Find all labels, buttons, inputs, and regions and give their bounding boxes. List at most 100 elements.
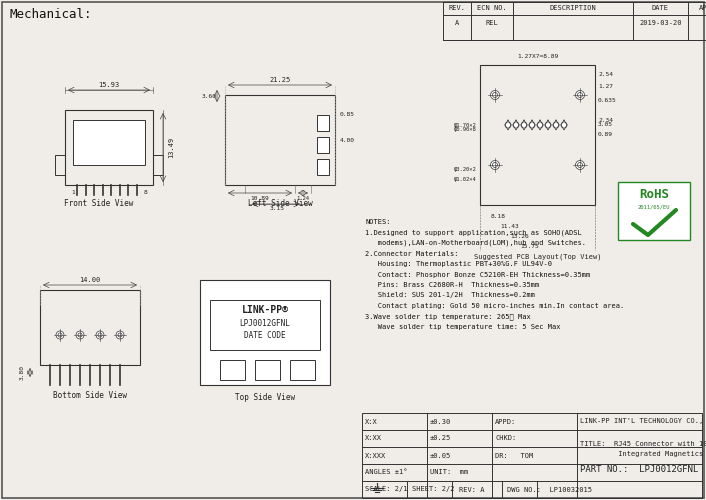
Bar [317, 137, 329, 153]
Text: LPJ0012GFNL: LPJ0012GFNL [239, 318, 290, 328]
Circle shape [493, 92, 498, 98]
Bar [317, 115, 329, 131]
Circle shape [491, 90, 500, 100]
Text: 11.43: 11.43 [501, 224, 520, 230]
Text: 15.93: 15.93 [98, 82, 119, 88]
Bar [317, 159, 329, 175]
Bar [443, 2, 706, 40]
Bar [153, 155, 163, 175]
Text: LINK-PP INT'L TECHNOLOGY CO., LIMITED: LINK-PP INT'L TECHNOLOGY CO., LIMITED [580, 418, 706, 424]
Text: ECN NO.: ECN NO. [477, 5, 507, 11]
Circle shape [118, 333, 122, 337]
Bar [65, 110, 153, 185]
Text: Bottom Side View: Bottom Side View [53, 390, 127, 400]
Text: Suggested PCB Layout(Top View): Suggested PCB Layout(Top View) [474, 254, 602, 260]
Text: 21.25: 21.25 [270, 77, 291, 83]
Text: X:XXX: X:XXX [365, 452, 386, 458]
Text: SHEET: 2/2: SHEET: 2/2 [412, 486, 455, 492]
Text: Mechanical:: Mechanical: [10, 8, 92, 22]
Text: 3.60: 3.60 [201, 94, 217, 98]
Circle shape [56, 331, 64, 339]
Text: 1.27X7=8.89: 1.27X7=8.89 [517, 54, 558, 60]
Bar [220, 360, 245, 380]
Text: RoHS: RoHS [639, 188, 669, 202]
Text: 3.05: 3.05 [598, 122, 613, 128]
Text: 13.49: 13.49 [168, 137, 174, 158]
Text: A: A [455, 20, 459, 26]
Bar [73, 120, 145, 165]
Text: TITLE:  RJ45 Connector with 10/100 Base-T: TITLE: RJ45 Connector with 10/100 Base-T [580, 440, 706, 446]
Text: ±0.30: ±0.30 [430, 418, 451, 424]
Text: modems),LAN-on-Motherboard(LOM),hub and Switches.: modems),LAN-on-Motherboard(LOM),hub and … [365, 240, 586, 246]
Text: 8: 8 [143, 190, 147, 194]
Bar [618, 182, 690, 240]
Text: 10.89: 10.89 [251, 196, 270, 200]
Text: Top Side View: Top Side View [235, 392, 295, 402]
Text: REV.: REV. [448, 5, 465, 11]
Text: X:XX: X:XX [365, 436, 382, 442]
Circle shape [491, 160, 500, 170]
Bar [73, 147, 85, 157]
Text: 2019-03-20: 2019-03-20 [639, 20, 682, 26]
Text: 1.Designed to support application,such as SOHO(ADSL: 1.Designed to support application,such a… [365, 229, 582, 236]
Text: SCALE: 2/1: SCALE: 2/1 [365, 486, 407, 492]
Text: 3.80: 3.80 [20, 366, 25, 380]
Text: φ1.70×2: φ1.70×2 [454, 122, 477, 128]
Text: φ3.20×2: φ3.20×2 [454, 168, 477, 172]
Text: APPD:: APPD: [495, 418, 516, 424]
Bar [200, 280, 330, 385]
Text: Contact: Phosphor Bonze C5210R-EH Thickness=0.35mm: Contact: Phosphor Bonze C5210R-EH Thickn… [365, 272, 590, 278]
Circle shape [537, 122, 543, 128]
Text: DWG NO.:  LP10032015: DWG NO.: LP10032015 [507, 486, 592, 492]
Circle shape [98, 333, 102, 337]
Circle shape [78, 333, 82, 337]
Text: DESCRIPTION: DESCRIPTION [550, 5, 597, 11]
Circle shape [521, 122, 527, 128]
Circle shape [58, 333, 62, 337]
Circle shape [545, 122, 551, 128]
Circle shape [575, 90, 585, 100]
Text: ANGLES ±1°: ANGLES ±1° [365, 470, 407, 476]
Bar [210, 300, 320, 350]
Text: Contact plating: Gold 50 micro-inches min.In contact area.: Contact plating: Gold 50 micro-inches mi… [365, 303, 624, 309]
Text: 3.Wave solder tip temperature: 265℃ Max: 3.Wave solder tip temperature: 265℃ Max [365, 313, 531, 320]
Text: 2.34: 2.34 [598, 118, 613, 122]
Text: 3.15: 3.15 [270, 206, 285, 212]
Bar [480, 65, 595, 205]
Text: ±0.25: ±0.25 [430, 436, 451, 442]
Circle shape [578, 162, 582, 168]
Text: 2.54: 2.54 [598, 72, 613, 78]
Text: φ0.90×8: φ0.90×8 [454, 128, 477, 132]
Bar [362, 413, 702, 498]
Text: LINK-PP®: LINK-PP® [241, 305, 289, 315]
Text: PART NO.:  LPJ0012GFNL: PART NO.: LPJ0012GFNL [580, 464, 698, 473]
Text: DATE: DATE [652, 5, 669, 11]
Text: APPD: APPD [698, 5, 706, 11]
Text: Housing: Thermoplastic PBT+30%G.F UL94V-0: Housing: Thermoplastic PBT+30%G.F UL94V-… [365, 261, 552, 267]
Text: DATE CODE: DATE CODE [244, 330, 286, 340]
Text: Wave solder tip temperature time: 5 Sec Max: Wave solder tip temperature time: 5 Sec … [365, 324, 561, 330]
Text: Pins: Brass C2680R-H  Thickness=0.35mm: Pins: Brass C2680R-H Thickness=0.35mm [365, 282, 539, 288]
Circle shape [513, 122, 519, 128]
Text: NOTES:: NOTES: [365, 219, 390, 225]
Bar [290, 360, 315, 380]
Text: 13.26: 13.26 [510, 234, 530, 240]
Circle shape [76, 331, 84, 339]
Circle shape [493, 162, 498, 168]
Text: 1.27: 1.27 [598, 84, 613, 89]
Text: UNIT:  mm: UNIT: mm [430, 470, 468, 476]
Text: 15.75: 15.75 [520, 244, 539, 250]
Bar [225, 95, 335, 185]
Circle shape [505, 122, 511, 128]
Text: CHKD:: CHKD: [495, 436, 516, 442]
Text: Integrated Magnetics: Integrated Magnetics [580, 451, 703, 457]
Text: 1.24: 1.24 [297, 196, 309, 200]
Text: 2.Connector Materials:: 2.Connector Materials: [365, 250, 458, 256]
Circle shape [561, 122, 567, 128]
Bar [55, 155, 65, 175]
Text: REL: REL [486, 20, 498, 26]
Circle shape [575, 160, 585, 170]
Circle shape [96, 331, 104, 339]
Text: Front Side View: Front Side View [64, 198, 133, 207]
Text: Left Side View: Left Side View [248, 198, 312, 207]
